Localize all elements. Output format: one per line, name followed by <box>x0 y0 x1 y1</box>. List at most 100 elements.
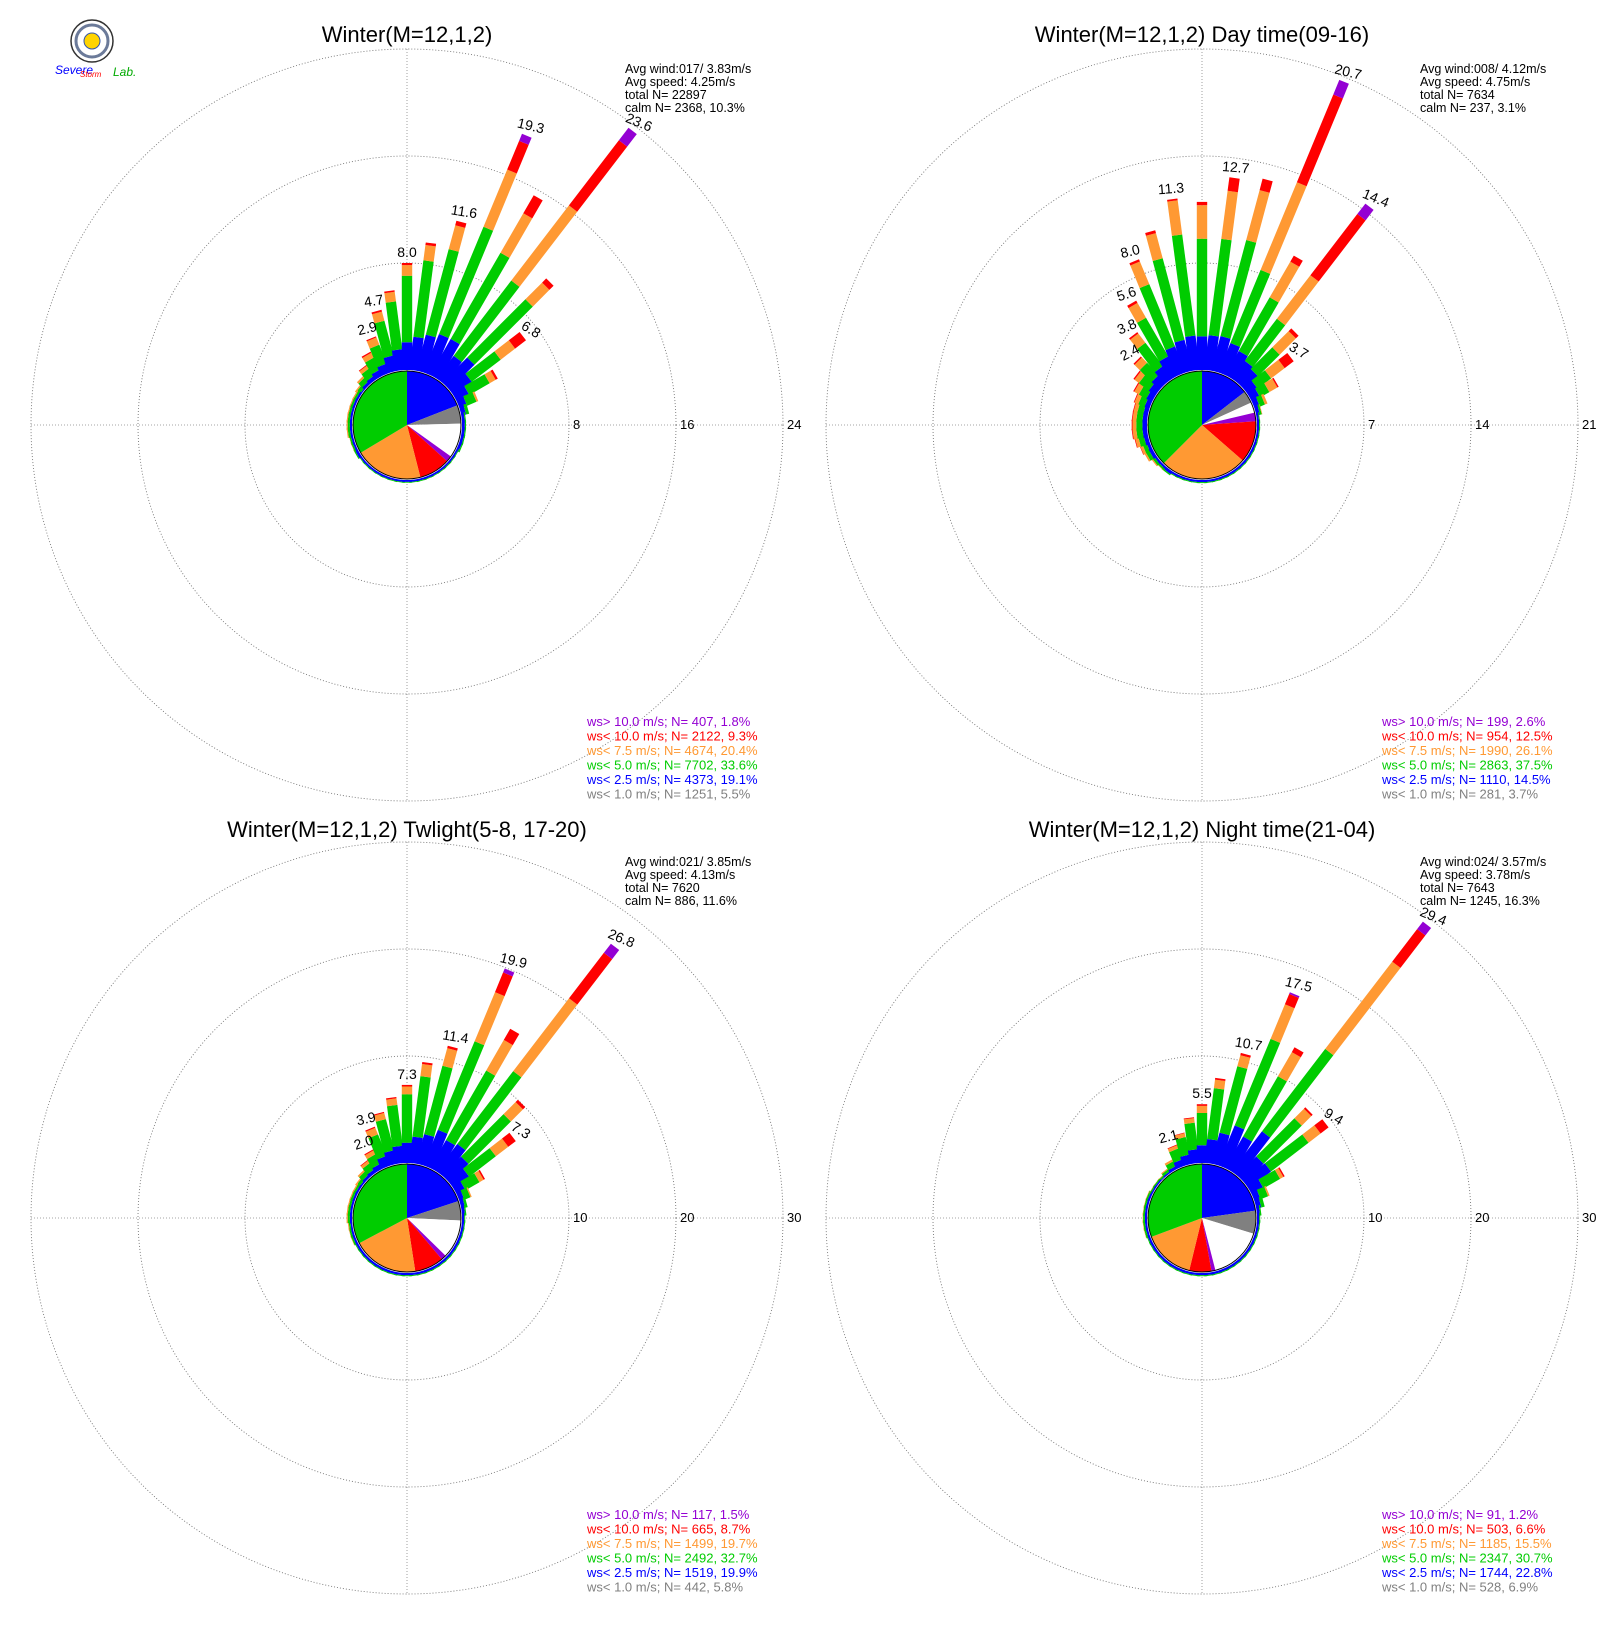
bar-segment <box>486 1040 513 1076</box>
stats-line: calm N= 237, 3.1% <box>1420 101 1526 115</box>
legend-entry: ws< 1.0 m/s; N= 281, 3.7% <box>1381 787 1539 802</box>
bar-segment <box>402 1085 412 1087</box>
speed-distribution-pie <box>1148 1164 1256 1272</box>
bar-segment <box>1197 202 1207 205</box>
stats-line: Avg speed: 4.13m/s <box>625 868 735 882</box>
legend-entry: ws> 10.0 m/s; N= 117, 1.5% <box>586 1507 750 1522</box>
legend-entry: ws< 7.5 m/s; N= 4674, 20.4% <box>586 743 758 758</box>
bar-segment <box>386 1098 397 1106</box>
legend-entry: ws< 1.0 m/s; N= 528, 6.9% <box>1381 1580 1539 1595</box>
legend-entry: ws< 10.0 m/s; N= 503, 6.6% <box>1381 1522 1546 1537</box>
legend-entry: ws< 7.5 m/s; N= 1499, 19.7% <box>586 1536 758 1551</box>
stats-line: total N= 7634 <box>1420 88 1495 102</box>
ring-label: 21 <box>1582 417 1596 432</box>
stats-line: total N= 7643 <box>1420 881 1495 895</box>
bar-segment <box>1297 95 1343 187</box>
legend-entry: ws< 5.0 m/s; N= 2347, 30.7% <box>1381 1551 1553 1566</box>
ring-label: 20 <box>680 1210 694 1225</box>
bar-value-label: 2.1 <box>1157 1126 1180 1146</box>
bar-value-label: 4.7 <box>363 291 385 310</box>
legend-entry: ws< 2.5 m/s; N= 4373, 19.1% <box>586 772 758 787</box>
bar-segment <box>1197 1113 1207 1145</box>
legend-entry: ws< 2.5 m/s; N= 1519, 19.9% <box>586 1565 758 1580</box>
logo-text-lab: Lab. <box>113 65 136 79</box>
stats-line: Avg speed: 4.75m/s <box>1420 75 1530 89</box>
stats-line: Avg wind:017/ 3.83m/s <box>625 62 751 76</box>
stats-line: total N= 22897 <box>625 88 707 102</box>
legend-entry: ws< 1.0 m/s; N= 1251, 5.5% <box>586 787 751 802</box>
stats-line: Avg speed: 4.25m/s <box>625 75 735 89</box>
stats-line: Avg wind:024/ 3.57m/s <box>1420 855 1546 869</box>
bar-segment <box>475 992 505 1045</box>
stats-line: Avg wind:008/ 4.12m/s <box>1420 62 1546 76</box>
direction-bar <box>436 128 636 385</box>
bar-value-label: 17.5 <box>1284 973 1314 995</box>
bar-value-label: 3.9 <box>355 1108 378 1128</box>
legend-entry: ws< 10.0 m/s; N= 2122, 9.3% <box>586 729 758 744</box>
bar-segment <box>423 245 435 262</box>
bar-segment <box>1214 1080 1225 1090</box>
bar-segment <box>569 953 612 1005</box>
bar-segment <box>1228 177 1240 192</box>
bar-segment <box>442 1048 457 1068</box>
bar-segment <box>1392 929 1425 968</box>
bar-value-label: 11.6 <box>450 201 479 221</box>
direction-bar <box>1218 80 1349 376</box>
legend-entry: ws< 2.5 m/s; N= 1110, 14.5% <box>1381 772 1551 787</box>
bar-segment <box>1221 191 1238 241</box>
stats-line: calm N= 886, 11.6% <box>625 894 737 908</box>
bar-value-label: 8.0 <box>1119 241 1142 261</box>
bar-segment <box>384 292 396 303</box>
bar-segment <box>402 1094 412 1142</box>
stats-line: Avg wind:021/ 3.85m/s <box>625 855 751 869</box>
bar-value-label: 19.9 <box>499 949 529 971</box>
ring-label: 30 <box>1582 1210 1596 1225</box>
bar-value-label: 5.5 <box>1192 1085 1212 1101</box>
legend-entry: ws< 7.5 m/s; N= 1990, 26.1% <box>1381 743 1553 758</box>
bar-value-label: 7.3 <box>397 1066 417 1082</box>
bar-value-label: 10.7 <box>1234 1034 1264 1054</box>
bar-segment <box>1146 233 1163 261</box>
ring-label: 16 <box>680 417 694 432</box>
logo-text-storm: Storm <box>80 70 102 79</box>
ring-label: 14 <box>1475 417 1489 432</box>
stats-line: Avg speed: 3.78m/s <box>1420 868 1530 882</box>
bar-segment <box>513 998 577 1077</box>
bar-segment <box>402 265 412 276</box>
bar-value-label: 11.3 <box>1157 179 1185 197</box>
chart-title: Winter(M=12,1,2) Day time(09-16) <box>1035 22 1369 47</box>
legend-entry: ws< 5.0 m/s; N= 2863, 37.5% <box>1381 758 1553 773</box>
bar-value-label: 8.0 <box>397 244 417 260</box>
legend-entry: ws< 5.0 m/s; N= 7702, 33.6% <box>586 758 758 773</box>
bar-segment <box>1197 205 1207 239</box>
bar-segment <box>420 1064 432 1078</box>
direction-bar <box>436 944 619 1178</box>
chart-title: Winter(M=12,1,2) <box>322 22 493 47</box>
bar-segment <box>1278 1052 1301 1081</box>
legend-entry: ws< 1.0 m/s; N= 442, 5.8% <box>586 1580 744 1595</box>
legend-entry: ws< 5.0 m/s; N= 2492, 32.7% <box>586 1551 758 1566</box>
bar-segment <box>1197 239 1207 337</box>
bar-value-label: 11.4 <box>441 1026 470 1046</box>
ring-label: 10 <box>1368 1210 1382 1225</box>
logo-seal-center <box>84 33 100 49</box>
bar-segment <box>402 276 412 342</box>
bar-value-label: 2.9 <box>356 318 379 338</box>
direction-bar <box>1197 202 1207 370</box>
bar-segment <box>1132 420 1133 430</box>
ring-label: 8 <box>573 417 580 432</box>
bar-segment <box>1197 1106 1207 1113</box>
legend-entry: ws< 10.0 m/s; N= 954, 12.5% <box>1381 729 1553 744</box>
bar-segment <box>1325 962 1400 1056</box>
speed-distribution-pie <box>353 1164 461 1272</box>
speed-distribution-pie <box>1148 371 1256 479</box>
bar-segment <box>1271 1004 1295 1043</box>
bar-segment <box>495 972 513 996</box>
direction-bar <box>402 263 412 370</box>
chart-title: Winter(M=12,1,2) Night time(21-04) <box>1029 817 1376 842</box>
